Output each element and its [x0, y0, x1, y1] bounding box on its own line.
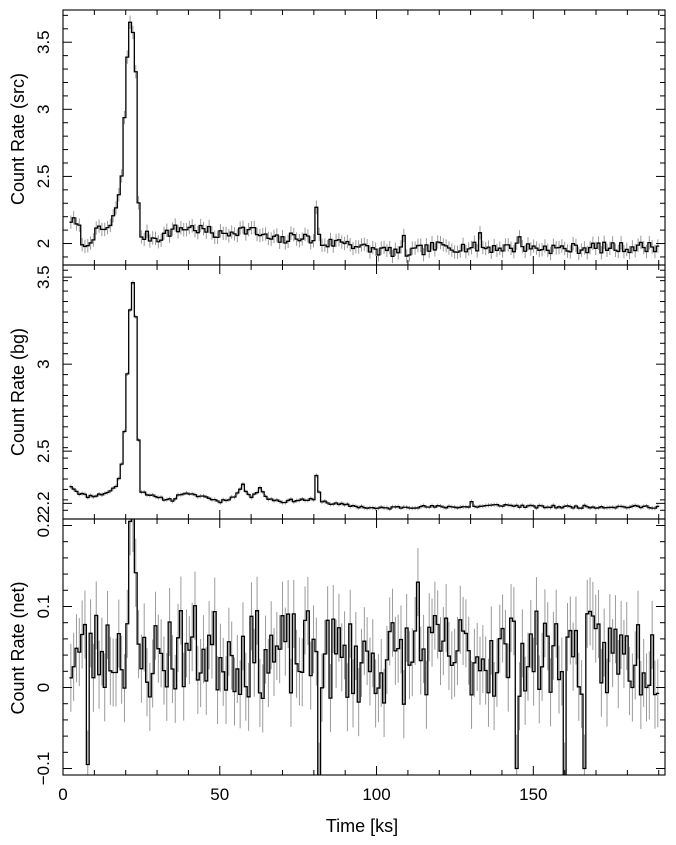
src-y-tick-label: 2.5 — [34, 165, 53, 189]
net-x-tick-label: 100 — [362, 785, 390, 804]
panel-net: 0 50 100 150 −0.1 0 0.1 0.2 Count Rate (net) — [8, 514, 666, 804]
net-x-tick-label: 150 — [519, 785, 547, 804]
src-y-tick-label: 3.5 — [34, 30, 53, 54]
bg-frame — [62, 264, 666, 520]
net-y-tick-label: 0 — [34, 683, 53, 692]
bg-step-line — [69, 282, 660, 510]
panel-bg: 2.2 2.5 3 3.5 Count Rate (bg) — [8, 264, 666, 520]
net-frame — [62, 518, 666, 776]
panel-src: 2 2.5 3 3.5 Count Rate (src) — [8, 9, 666, 266]
src-y-axis-label: Count Rate (src) — [8, 73, 28, 205]
src-y-tick-label: 2 — [34, 239, 53, 248]
net-series — [69, 519, 660, 775]
net-step-line — [69, 519, 660, 775]
bg-plot-area: 2.2 2.5 3 3.5 — [34, 264, 666, 520]
net-x-tick-label: 50 — [210, 785, 229, 804]
bg-y-tick-label: 2.2 — [34, 491, 53, 515]
src-y-tick-label: 3 — [34, 105, 53, 114]
net-x-tick-label: 0 — [58, 785, 67, 804]
src-series — [69, 15, 660, 264]
net-y-axis-label: Count Rate (net) — [8, 581, 28, 714]
net-y-tick-label: 0.1 — [34, 595, 53, 619]
src-plot-area: 2 2.5 3 3.5 — [34, 9, 666, 266]
bg-y-axis-label: Count Rate (bg) — [8, 328, 28, 456]
net-plot-area: 0 50 100 150 −0.1 0 0.1 0.2 — [34, 514, 666, 804]
bg-y-tick-label: 3.5 — [34, 265, 53, 289]
src-step-line — [69, 21, 660, 258]
x-axis-label: Time [ks] — [326, 816, 398, 836]
net-y-tick-label: 0.2 — [34, 514, 53, 538]
bg-series — [69, 280, 660, 512]
net-y-tick-label: −0.1 — [34, 752, 53, 786]
bg-y-tick-label: 3 — [34, 359, 53, 368]
src-frame — [62, 9, 666, 266]
bg-y-tick-label: 2.5 — [34, 439, 53, 463]
